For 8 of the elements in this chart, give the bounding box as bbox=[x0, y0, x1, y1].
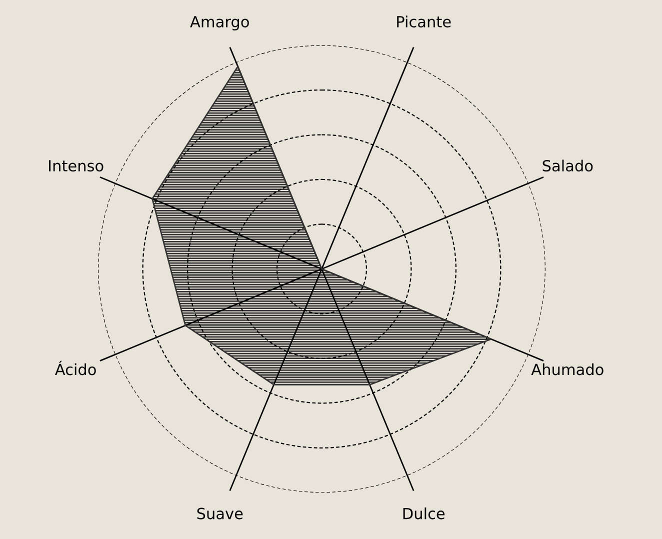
spoke-label: Salado bbox=[542, 160, 593, 172]
spoke-label: Ahumado bbox=[531, 363, 604, 376]
spoke-label: Ácido bbox=[54, 360, 96, 376]
spoke-label: Suave bbox=[197, 508, 243, 520]
spoke-label: Amargo bbox=[190, 16, 249, 30]
spoke-label: Picante bbox=[397, 16, 451, 28]
spoke-label: Dulce bbox=[403, 507, 445, 520]
spoke-label: Intenso bbox=[49, 160, 104, 172]
